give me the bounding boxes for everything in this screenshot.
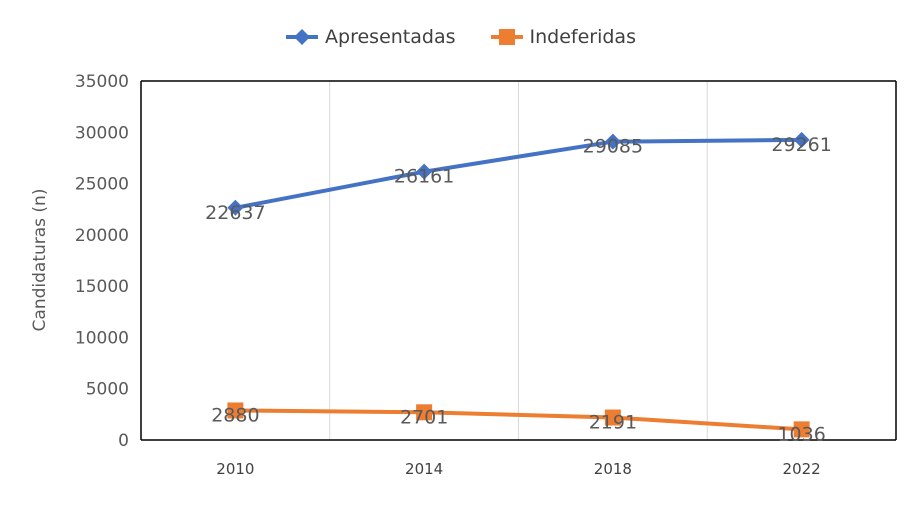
y-tick-label: 20000 — [75, 226, 129, 246]
y-tick-label: 10000 — [75, 328, 129, 348]
data-point-apresentadas — [227, 199, 244, 216]
legend-item-indeferidas: Indeferidas — [490, 26, 636, 48]
data-point-apresentadas — [793, 131, 810, 148]
data-point-apresentadas — [416, 163, 433, 180]
legend-label-apresentadas: Apresentadas — [325, 26, 456, 48]
legend-marker-indeferidas — [490, 29, 523, 45]
legend: Apresentadas Indeferidas — [0, 26, 921, 48]
series-line-indeferidas — [233, 408, 804, 432]
x-tick-label: 2014 — [405, 460, 443, 478]
data-point-indeferidas — [793, 421, 810, 438]
y-tick-label: 30000 — [75, 123, 129, 143]
data-point-indeferidas — [227, 402, 244, 419]
x-tick-label: 2018 — [594, 460, 632, 478]
series-line-apresentadas — [233, 137, 804, 210]
data-label-indeferidas: 2880 — [211, 404, 259, 426]
x-tick-label: 2010 — [216, 460, 254, 478]
legend-label-indeferidas: Indeferidas — [529, 26, 636, 48]
data-point-indeferidas — [604, 409, 621, 426]
data-point-apresentadas — [604, 133, 621, 150]
legend-item-apresentadas: Apresentadas — [285, 26, 456, 48]
legend-marker-apresentadas — [286, 29, 319, 45]
data-label-apresentadas: 29261 — [771, 134, 831, 156]
data-label-indeferidas: 2701 — [400, 406, 448, 428]
data-label-apresentadas: 22637 — [205, 202, 265, 224]
y-tick-label: 15000 — [75, 277, 129, 297]
data-point-indeferidas — [416, 404, 433, 421]
y-tick-label: 5000 — [86, 380, 129, 400]
data-label-indeferidas: 1036 — [777, 423, 825, 445]
y-tick-label: 35000 — [75, 72, 129, 92]
x-tick-label: 2022 — [783, 460, 821, 478]
data-label-indeferidas: 2191 — [589, 412, 637, 434]
data-label-apresentadas: 26161 — [394, 166, 454, 188]
data-label-apresentadas: 29085 — [583, 136, 643, 158]
y-tick-label: 0 — [118, 431, 129, 451]
y-tick-label: 25000 — [75, 175, 129, 195]
